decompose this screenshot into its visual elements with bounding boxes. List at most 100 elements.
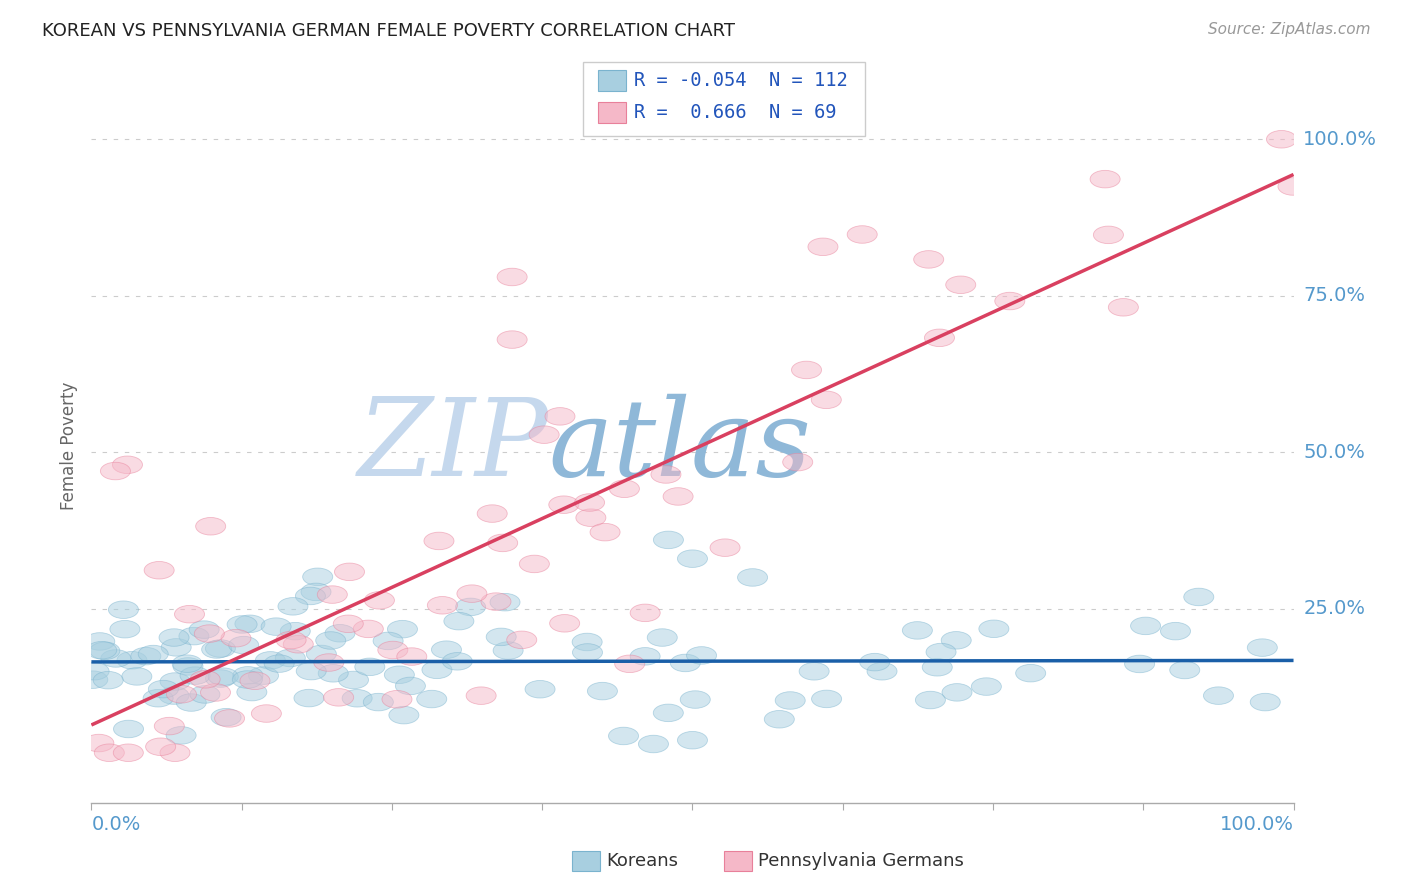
Ellipse shape: [236, 683, 267, 701]
Ellipse shape: [927, 643, 956, 661]
Ellipse shape: [159, 629, 188, 647]
Ellipse shape: [588, 682, 617, 700]
Ellipse shape: [201, 640, 232, 658]
Ellipse shape: [160, 673, 190, 690]
Ellipse shape: [384, 666, 415, 683]
Ellipse shape: [609, 480, 640, 498]
Ellipse shape: [922, 658, 952, 676]
Ellipse shape: [972, 678, 1001, 696]
Ellipse shape: [226, 615, 257, 633]
Ellipse shape: [519, 555, 550, 573]
Ellipse shape: [190, 621, 219, 639]
Ellipse shape: [395, 677, 426, 695]
Ellipse shape: [79, 663, 110, 680]
Ellipse shape: [651, 466, 681, 483]
Ellipse shape: [1184, 588, 1213, 606]
Ellipse shape: [671, 654, 700, 672]
Ellipse shape: [388, 621, 418, 638]
Text: KOREAN VS PENNSYLVANIA GERMAN FEMALE POVERTY CORRELATION CHART: KOREAN VS PENNSYLVANIA GERMAN FEMALE POV…: [42, 22, 735, 40]
Ellipse shape: [339, 671, 368, 689]
Ellipse shape: [122, 667, 152, 685]
Ellipse shape: [297, 663, 326, 680]
Ellipse shape: [87, 641, 117, 659]
Ellipse shape: [307, 645, 336, 663]
Ellipse shape: [664, 488, 693, 505]
Ellipse shape: [1170, 661, 1199, 679]
Ellipse shape: [389, 706, 419, 724]
Ellipse shape: [101, 649, 131, 667]
Ellipse shape: [110, 621, 141, 638]
Ellipse shape: [325, 624, 356, 642]
Ellipse shape: [276, 632, 307, 648]
Ellipse shape: [166, 727, 197, 744]
Ellipse shape: [529, 425, 560, 443]
Ellipse shape: [160, 744, 190, 762]
Ellipse shape: [494, 641, 523, 659]
Text: R =  0.666  N = 69: R = 0.666 N = 69: [634, 103, 837, 122]
Ellipse shape: [208, 668, 238, 685]
Ellipse shape: [811, 391, 841, 409]
Ellipse shape: [333, 615, 363, 632]
Ellipse shape: [1108, 299, 1139, 316]
Ellipse shape: [710, 539, 740, 557]
Ellipse shape: [1130, 617, 1160, 635]
Ellipse shape: [546, 408, 575, 425]
Ellipse shape: [155, 717, 184, 735]
Ellipse shape: [915, 691, 945, 709]
Ellipse shape: [498, 268, 527, 285]
Ellipse shape: [302, 568, 333, 585]
Text: Pennsylvania Germans: Pennsylvania Germans: [758, 852, 963, 870]
Ellipse shape: [172, 655, 202, 673]
Ellipse shape: [114, 744, 143, 762]
Ellipse shape: [131, 648, 160, 665]
Ellipse shape: [489, 593, 520, 611]
Ellipse shape: [249, 667, 278, 684]
Ellipse shape: [914, 251, 943, 268]
Ellipse shape: [378, 641, 408, 659]
Ellipse shape: [84, 632, 115, 650]
Ellipse shape: [314, 654, 344, 672]
Ellipse shape: [117, 651, 148, 669]
Ellipse shape: [194, 624, 225, 642]
Ellipse shape: [550, 615, 579, 632]
Ellipse shape: [942, 683, 972, 701]
Ellipse shape: [276, 649, 305, 666]
Text: 100.0%: 100.0%: [1303, 129, 1378, 149]
Ellipse shape: [252, 705, 281, 723]
Ellipse shape: [477, 505, 508, 523]
Ellipse shape: [353, 620, 384, 638]
Ellipse shape: [159, 687, 188, 705]
Ellipse shape: [221, 630, 252, 647]
Ellipse shape: [1278, 178, 1308, 195]
Ellipse shape: [1204, 687, 1233, 705]
Ellipse shape: [1250, 693, 1281, 711]
Ellipse shape: [283, 635, 314, 653]
Ellipse shape: [162, 639, 191, 657]
Ellipse shape: [630, 648, 661, 665]
Text: Koreans: Koreans: [606, 852, 678, 870]
Ellipse shape: [811, 690, 842, 707]
Ellipse shape: [681, 690, 710, 708]
Ellipse shape: [868, 663, 897, 680]
Ellipse shape: [190, 671, 221, 688]
Ellipse shape: [524, 681, 555, 698]
Ellipse shape: [229, 636, 259, 654]
Ellipse shape: [143, 690, 173, 707]
Ellipse shape: [686, 647, 717, 665]
Ellipse shape: [457, 585, 486, 602]
Text: 75.0%: 75.0%: [1303, 286, 1365, 305]
Ellipse shape: [572, 644, 603, 661]
Ellipse shape: [256, 652, 285, 669]
Ellipse shape: [179, 627, 209, 645]
Ellipse shape: [166, 685, 197, 703]
Ellipse shape: [301, 583, 330, 600]
Ellipse shape: [792, 361, 821, 379]
Ellipse shape: [432, 640, 461, 658]
Ellipse shape: [422, 661, 451, 679]
Y-axis label: Female Poverty: Female Poverty: [60, 382, 79, 510]
Ellipse shape: [848, 226, 877, 244]
Ellipse shape: [364, 591, 395, 609]
Ellipse shape: [924, 329, 955, 347]
Ellipse shape: [342, 690, 373, 707]
Ellipse shape: [765, 711, 794, 728]
